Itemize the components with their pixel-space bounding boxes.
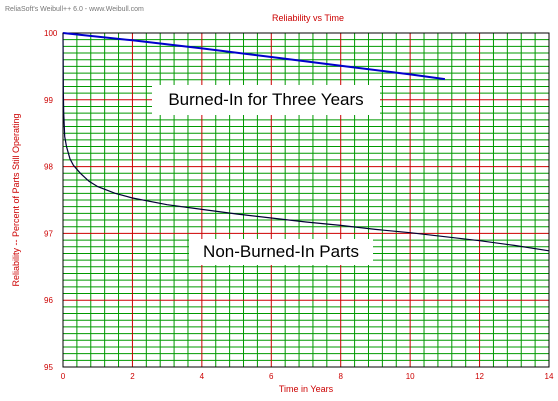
y-tick-label: 99 [44, 96, 53, 105]
series-layer [62, 32, 550, 252]
x-tick-labels: 0 2 4 6 8 10 12 14 [61, 372, 554, 381]
y-tick-label: 97 [44, 229, 53, 238]
annotation-burned-in: Burned-In for Three Years [152, 85, 380, 115]
minor-grid [63, 33, 549, 367]
y-tick-label: 95 [44, 363, 53, 372]
y-tick-label: 100 [44, 29, 58, 38]
x-tick-label: 6 [269, 372, 274, 381]
watermark: ReliaSoft's Weibull++ 6.0 - www.Weibull.… [5, 6, 144, 13]
x-tick-label: 4 [200, 372, 205, 381]
x-tick-label: 2 [130, 372, 135, 381]
x-tick-label: 0 [61, 372, 66, 381]
plot-frame [62, 32, 550, 368]
x-tick-label: 14 [545, 372, 554, 381]
x-tick-label: 10 [406, 372, 415, 381]
chart-title: Reliability vs Time [272, 13, 344, 23]
y-tick-labels: 95 96 97 98 99 100 [44, 29, 58, 372]
x-tick-label: 12 [475, 372, 484, 381]
y-axis-label: Reliability -- Percent of Parts Still Op… [11, 113, 21, 286]
y-tick-label: 98 [44, 163, 53, 172]
x-axis-label: Time in Years [279, 384, 334, 394]
y-tick-label: 96 [44, 296, 53, 305]
series-line-1 [62, 32, 550, 252]
series-line-0 [62, 32, 446, 81]
annotation-non-burned-in: Non-Burned-In Parts [189, 239, 373, 265]
x-tick-label: 8 [338, 372, 343, 381]
